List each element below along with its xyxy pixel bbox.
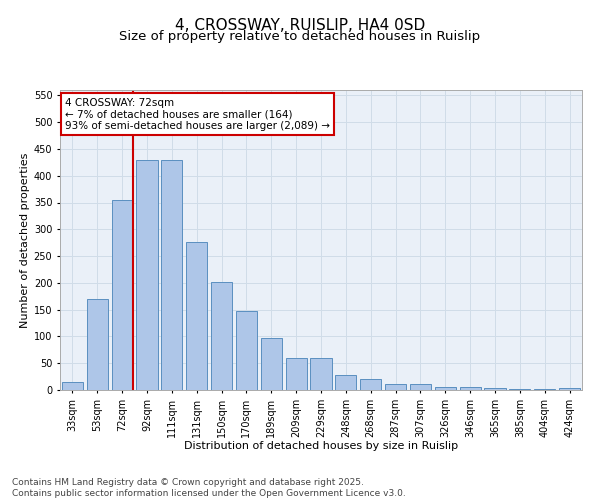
Bar (460, 388, 481, 390)
Text: 4, CROSSWAY, RUISLIP, HA4 0SD: 4, CROSSWAY, RUISLIP, HA4 0SD (175, 18, 425, 32)
Bar (559, 388, 580, 390)
Bar (385, 384, 406, 390)
Text: Size of property relative to detached houses in Ruislip: Size of property relative to detached ho… (119, 30, 481, 43)
Bar (161, 160, 182, 390)
Bar (236, 310, 257, 390)
X-axis label: Distribution of detached houses by size in Ruislip: Distribution of detached houses by size … (184, 441, 458, 451)
Text: Contains HM Land Registry data © Crown copyright and database right 2025.
Contai: Contains HM Land Registry data © Crown c… (12, 478, 406, 498)
Bar (310, 358, 332, 390)
Bar (87, 299, 108, 390)
Bar (435, 387, 456, 390)
Bar (410, 384, 431, 390)
Bar (261, 338, 282, 390)
Bar (186, 242, 207, 390)
Bar (286, 358, 307, 390)
Bar (211, 282, 232, 390)
Bar (484, 388, 506, 390)
Bar (335, 375, 356, 390)
Bar (360, 380, 381, 390)
Bar (62, 382, 83, 390)
Text: 4 CROSSWAY: 72sqm
← 7% of detached houses are smaller (164)
93% of semi-detached: 4 CROSSWAY: 72sqm ← 7% of detached house… (65, 98, 330, 130)
Bar (136, 160, 158, 390)
Bar (112, 200, 133, 390)
Y-axis label: Number of detached properties: Number of detached properties (20, 152, 29, 328)
